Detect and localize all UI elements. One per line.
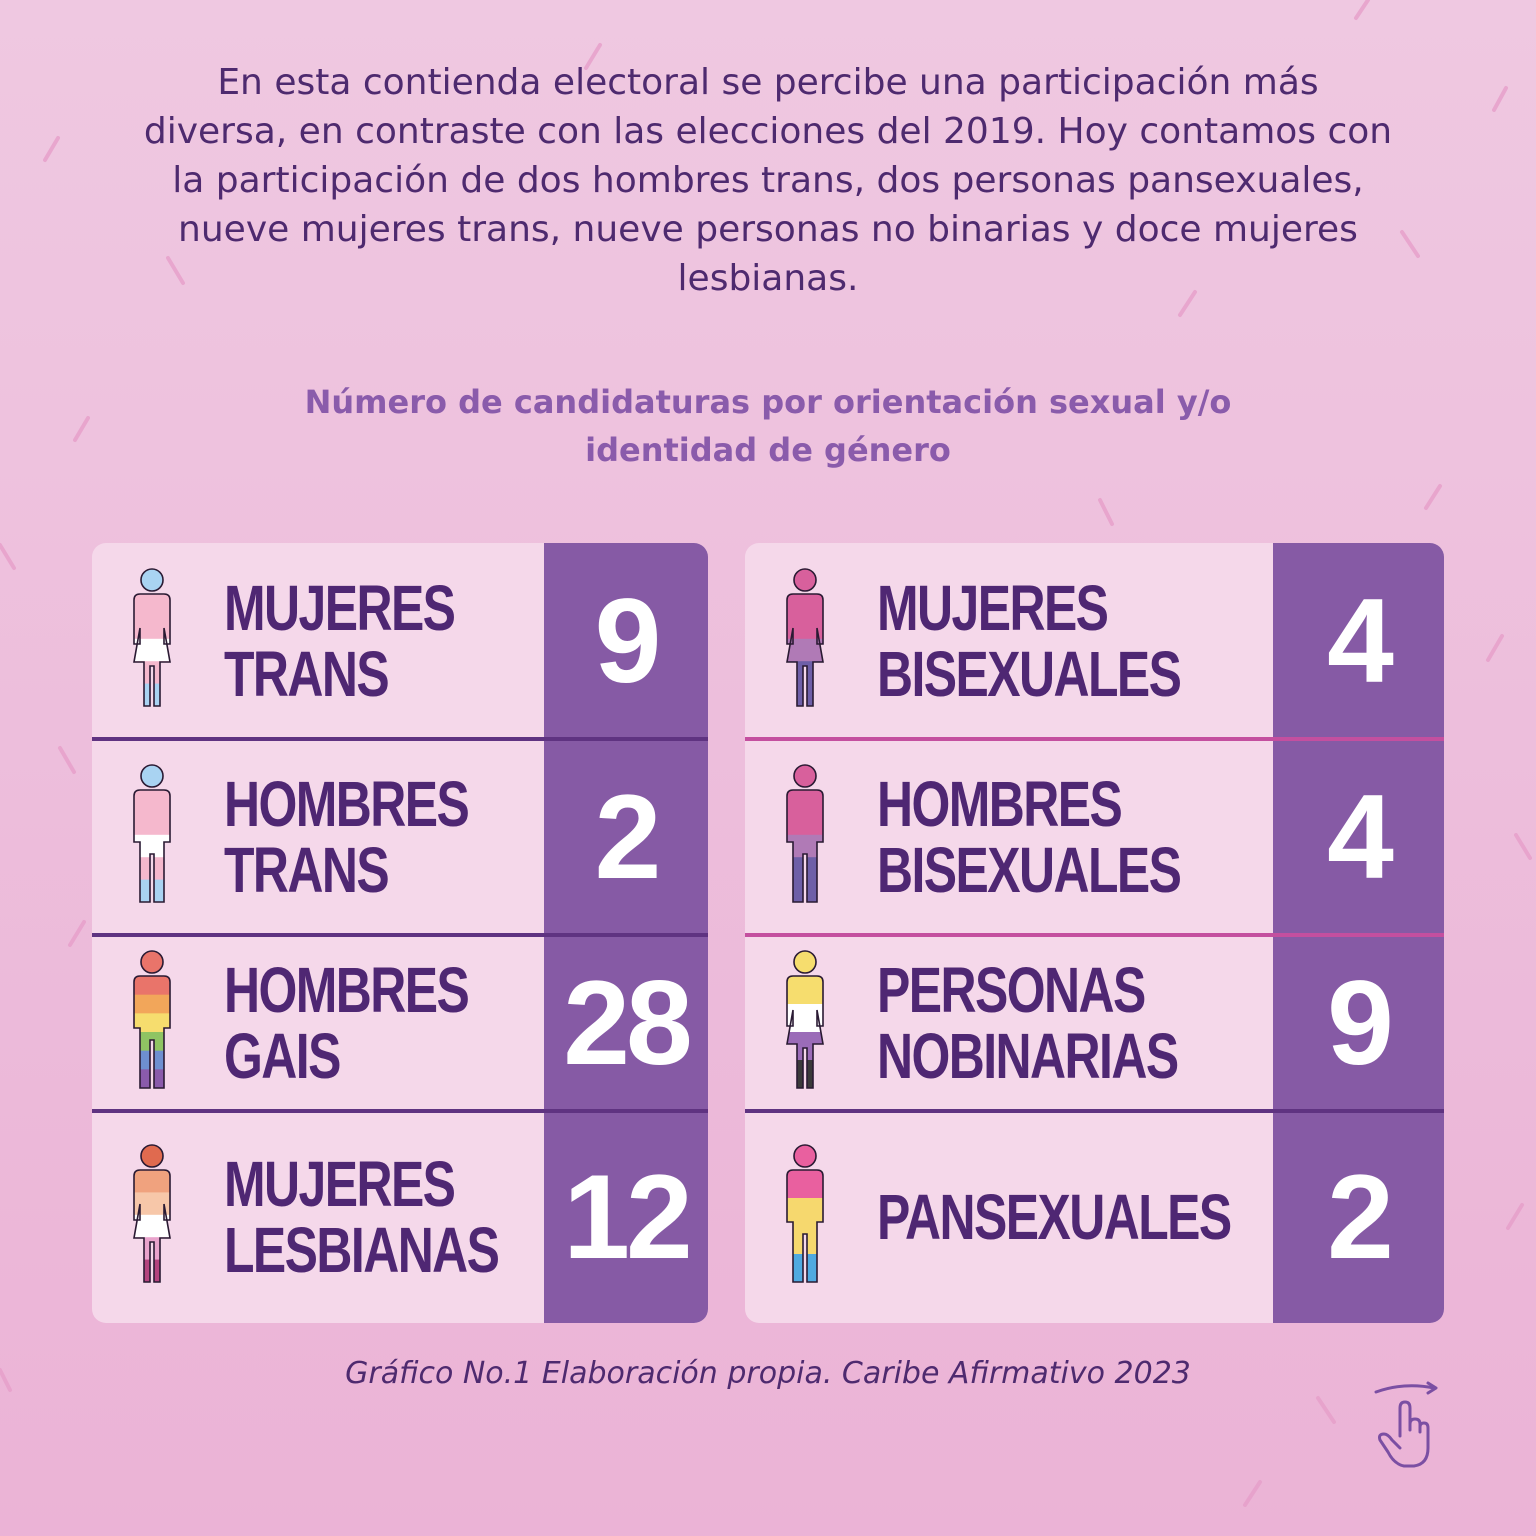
chart-title: Número de candidaturas por orientación s…	[304, 383, 1232, 469]
category-label: HOMBRES TRANS	[224, 768, 470, 906]
intro-paragraph: En esta contienda electoral se percibe u…	[143, 62, 1393, 299]
row-divider	[745, 737, 1444, 741]
chart-row: MUJERES TRANS 9	[92, 543, 708, 739]
category-label-line: PERSONAS	[877, 954, 1146, 1026]
category-label-line: PANSEXUALES	[877, 1181, 1232, 1253]
category-value: 28	[563, 956, 692, 1090]
chart-row: MUJERES LESBIANAS 12	[92, 1111, 708, 1323]
category-label: MUJERES BISEXUALES	[877, 572, 1182, 710]
category-label: PERSONAS NOBINARIAS	[877, 954, 1179, 1092]
category-value: 4	[1327, 770, 1394, 904]
category-value: 4	[1327, 574, 1394, 708]
category-value: 9	[1327, 956, 1394, 1090]
category-label-line: BISEXUALES	[877, 834, 1182, 906]
category-label-line: HOMBRES	[224, 954, 470, 1026]
chart-row: HOMBRES BISEXUALES 4	[745, 739, 1444, 935]
chart-row: HOMBRES TRANS 2	[92, 739, 708, 935]
category-label-line: HOMBRES	[224, 768, 470, 840]
category-value: 9	[594, 574, 662, 708]
trans-woman-flag-icon	[133, 568, 171, 707]
row-divider	[92, 737, 708, 741]
chart-row: HOMBRES GAIS 28	[92, 935, 708, 1111]
bisexual-man-flag-icon	[786, 764, 824, 903]
row-divider	[745, 1109, 1444, 1113]
source-note: Gráfico No.1 Elaboración propia. Caribe …	[345, 1356, 1191, 1391]
category-label-line: GAIS	[224, 1020, 341, 1092]
category-label-line: MUJERES	[224, 1148, 456, 1220]
category-label-line: MUJERES	[224, 572, 456, 644]
nonbinary-person-flag-icon	[786, 950, 824, 1089]
row-divider	[745, 933, 1444, 937]
category-value: 2	[1327, 1150, 1394, 1284]
category-label-line: NOBINARIAS	[877, 1020, 1179, 1092]
chart-row: PANSEXUALES 2	[745, 1111, 1444, 1323]
category-label: MUJERES LESBIANAS	[224, 1148, 500, 1286]
category-label-line: BISEXUALES	[877, 638, 1182, 710]
swipe-hand-icon[interactable]	[1370, 1378, 1450, 1478]
category-label-line: TRANS	[224, 834, 390, 906]
category-label: HOMBRES GAIS	[224, 954, 470, 1092]
category-label-line: TRANS	[224, 638, 390, 710]
panel-right: MUJERES BISEXUALES 4 HOMBRES BISEXUALES 4 PERS…	[745, 543, 1444, 1323]
lesbian-woman-flag-icon	[133, 1144, 171, 1283]
category-label-line: HOMBRES	[877, 768, 1123, 840]
category-label-line: LESBIANAS	[224, 1214, 500, 1286]
category-label: HOMBRES BISEXUALES	[877, 768, 1182, 906]
chart-row: PERSONAS NOBINARIAS 9	[745, 935, 1444, 1111]
row-divider	[92, 1109, 708, 1113]
category-label-line: MUJERES	[877, 572, 1109, 644]
category-label: PANSEXUALES	[877, 1181, 1232, 1253]
chart-row: MUJERES BISEXUALES 4	[745, 543, 1444, 739]
pansexual-person-flag-icon	[786, 1144, 824, 1283]
panel-left: MUJERES TRANS 9 HOMBRES TRANS 2 HOMBRES GAIS 28 M…	[92, 543, 708, 1323]
row-divider	[92, 933, 708, 937]
category-label: MUJERES TRANS	[224, 572, 456, 710]
gay-man-flag-icon	[133, 950, 171, 1089]
category-value: 2	[594, 770, 662, 904]
bisexual-woman-flag-icon	[786, 568, 824, 707]
trans-man-flag-icon	[133, 764, 171, 903]
category-value: 12	[563, 1150, 692, 1284]
